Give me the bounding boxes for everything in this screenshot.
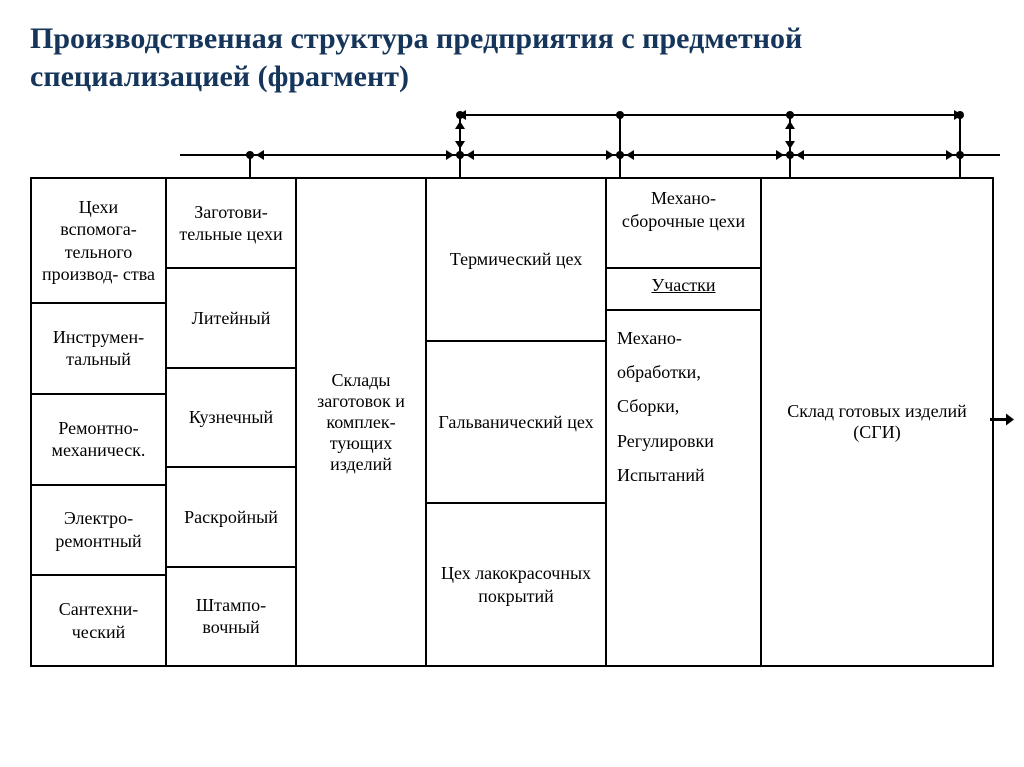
col1-header: Цехи вспомога- тельного производ- ства [32, 179, 167, 304]
page-title: Производственная структура предприятия с… [30, 20, 994, 95]
col4-item: Цех лакокрасочных покрытий [427, 504, 607, 665]
col2-item: Литейный [167, 269, 297, 369]
col3-text: Склады заготовок и комплек- тующих издел… [303, 370, 419, 475]
col1-item: Сантехни- ческий [32, 576, 167, 665]
structure-table: Цехи вспомога- тельного производ- ства И… [30, 177, 994, 667]
column-processing-shops: Термический цех Гальванический цех Цех л… [427, 179, 607, 665]
col2-header: Заготови- тельные цехи [167, 179, 297, 269]
column-auxiliary-shops: Цехи вспомога- тельного производ- ства И… [32, 179, 167, 665]
output-arrow-icon [990, 412, 1014, 433]
col1-item: Электро- ремонтный [32, 486, 167, 577]
column-blank-warehouse: Склады заготовок и комплек- тующих издел… [297, 179, 427, 665]
col5-area-item: Механо- обработки, [617, 321, 750, 389]
col1-item: Инструмен- тальный [32, 304, 167, 395]
col5-area-item: Сборки, [617, 389, 750, 423]
col2-item: Раскройный [167, 468, 297, 568]
col5-header: Механо- сборочные цехи [607, 179, 762, 269]
col2-item: Кузнечный [167, 369, 297, 469]
col4-item: Термический цех [427, 179, 607, 342]
col5-subheader: Участки [607, 269, 762, 311]
col5-area-list: Механо- обработки,Сборки,РегулировкиИспы… [607, 311, 762, 665]
column-finished-warehouse: Склад готовых изделий (СГИ) [762, 179, 992, 665]
col2-item: Штампо- вочный [167, 568, 297, 666]
flow-connectors [180, 107, 974, 177]
column-procurement-shops: Заготови- тельные цехи Литейный Кузнечны… [167, 179, 297, 665]
col1-item: Ремонтно- механическ. [32, 395, 167, 486]
col5-area-item: Регулировки [617, 424, 750, 458]
col5-area-item: Испытаний [617, 458, 750, 492]
column-assembly-shops: Механо- сборочные цехи Участки Механо- о… [607, 179, 762, 665]
col6-text: Склад готовых изделий (СГИ) [768, 401, 986, 443]
col4-item: Гальванический цех [427, 342, 607, 505]
